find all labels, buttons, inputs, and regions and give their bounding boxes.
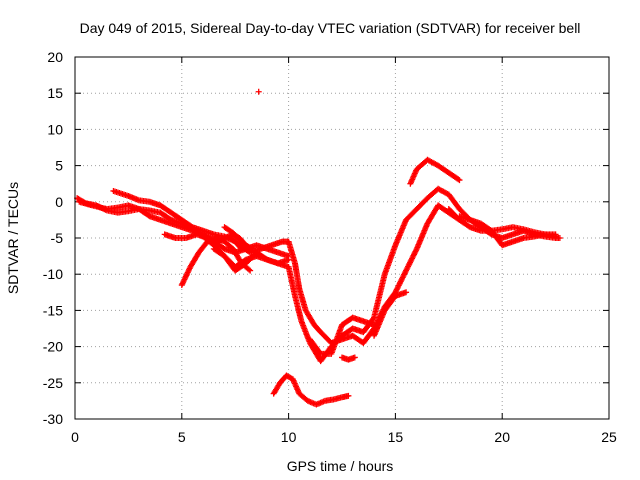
y-tick-label: -25 xyxy=(43,375,63,391)
x-tick-label: 10 xyxy=(281,429,297,445)
data-point xyxy=(455,176,462,183)
y-tick-label: 0 xyxy=(55,194,63,210)
series-track-h xyxy=(221,224,245,245)
grid-lines xyxy=(75,57,609,419)
y-tick-label: 20 xyxy=(47,49,63,65)
x-tick-label: 15 xyxy=(388,429,404,445)
data-points xyxy=(74,88,563,408)
series-track-k xyxy=(371,289,410,339)
y-tick-label: -30 xyxy=(43,411,63,427)
x-tick-label: 0 xyxy=(71,429,79,445)
series-outlier xyxy=(255,88,262,95)
y-tick-label: -20 xyxy=(43,339,63,355)
chart-title: Day 049 of 2015, Sidereal Day-to-day VTE… xyxy=(80,20,581,36)
data-point xyxy=(247,267,254,274)
y-tick-label: 10 xyxy=(47,121,63,137)
data-point xyxy=(556,235,563,241)
data-point xyxy=(255,88,262,95)
x-tick-label: 20 xyxy=(494,429,510,445)
x-tick-label: 5 xyxy=(178,429,186,445)
x-tick-label: 25 xyxy=(601,429,617,445)
series-track-n xyxy=(456,213,559,249)
series-track-i xyxy=(306,314,378,357)
data-point xyxy=(237,237,244,244)
data-point xyxy=(370,315,377,322)
data-point xyxy=(351,354,358,361)
y-axis-label: SDTVAR / TECUs xyxy=(5,182,21,294)
y-tick-label: 5 xyxy=(55,158,63,174)
data-point xyxy=(285,256,292,263)
series-track-j xyxy=(339,354,358,363)
series-track-o xyxy=(270,372,352,408)
y-tick-label: 15 xyxy=(47,85,63,101)
y-tick-label: -5 xyxy=(51,230,64,246)
y-tick-label: -10 xyxy=(43,266,63,282)
data-point xyxy=(403,289,410,296)
data-point xyxy=(238,238,245,245)
data-point xyxy=(552,231,559,238)
x-axis-label: GPS time / hours xyxy=(287,458,394,474)
y-tick-label: -15 xyxy=(43,302,63,318)
plot-frame xyxy=(74,56,610,420)
series-track-l xyxy=(407,156,463,187)
data-point xyxy=(456,177,463,184)
data-point xyxy=(345,392,352,399)
data-point xyxy=(245,266,252,273)
series-track-g xyxy=(210,245,292,270)
axis-ticks: 0 5 10 15 20 25 20 15 10 5 0 -5 -10 -15 -20 -25 -30 xyxy=(43,49,617,445)
